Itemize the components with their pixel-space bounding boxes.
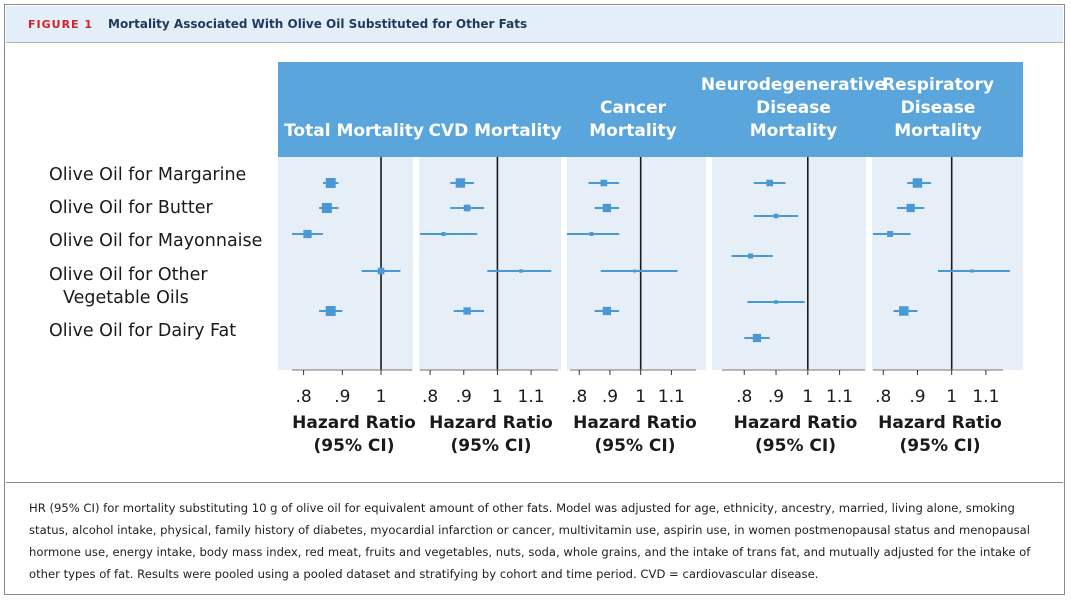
panel-title: Mortality xyxy=(894,121,981,141)
panel-title: CVD Mortality xyxy=(428,121,561,141)
x-axis-label: Hazard Ratio xyxy=(429,413,553,433)
tick-label: .8 xyxy=(875,387,891,407)
tick-label: 1.1 xyxy=(518,387,545,407)
tick-label: 1 xyxy=(635,387,646,407)
figure-number: FIGURE 1 xyxy=(28,18,94,31)
hr-point xyxy=(377,267,385,275)
hr-point xyxy=(600,179,608,187)
tick-label: 1 xyxy=(946,387,957,407)
x-axis-label: Hazard Ratio xyxy=(292,413,416,433)
panel-title: Mortality xyxy=(589,121,676,141)
tick-label: 1 xyxy=(376,387,387,407)
tick-label: .8 xyxy=(736,387,752,407)
hr-point xyxy=(774,300,778,304)
row-label: Olive Oil for Margarine xyxy=(49,165,246,185)
x-axis-label: (95% CI) xyxy=(451,436,532,456)
hr-point xyxy=(303,229,312,239)
x-axis-label: Hazard Ratio xyxy=(878,413,1002,433)
hr-point xyxy=(321,203,332,213)
panel-separator xyxy=(413,157,419,370)
hr-point xyxy=(773,213,779,219)
row-label: Olive Oil for Butter xyxy=(49,198,213,218)
panel-body-background xyxy=(278,157,1023,370)
tick-label: .9 xyxy=(768,387,784,407)
panel-title: Cancer xyxy=(600,98,667,118)
tick-label: .9 xyxy=(456,387,472,407)
caption-divider xyxy=(6,482,1063,483)
tick-label: 1 xyxy=(492,387,503,407)
x-axis-label: Hazard Ratio xyxy=(573,413,697,433)
hr-point xyxy=(899,306,909,316)
figure-title: Mortality Associated With Olive Oil Subs… xyxy=(108,17,528,31)
panel-title: Disease xyxy=(901,98,976,118)
hr-point xyxy=(463,204,471,212)
hr-point xyxy=(602,203,612,213)
hr-point xyxy=(325,306,336,316)
panel-separator xyxy=(866,157,872,370)
panel-separator xyxy=(561,157,567,370)
x-axis-label: Hazard Ratio xyxy=(734,413,858,433)
panel-title: Respiratory xyxy=(882,75,994,95)
x-axis-label: (95% CI) xyxy=(314,436,395,456)
tick-label: 1.1 xyxy=(826,387,853,407)
x-axis-label: (95% CI) xyxy=(900,436,981,456)
panel-title: Disease xyxy=(756,98,831,118)
hr-point xyxy=(589,232,594,236)
row-label: Olive Oil for Other xyxy=(49,265,208,285)
tick-label: .9 xyxy=(602,387,618,407)
hr-point xyxy=(633,269,637,273)
panel-title: Neurodegenerative xyxy=(701,75,886,95)
panel-title: Mortality xyxy=(750,121,837,141)
hr-point xyxy=(887,231,894,237)
tick-label: .9 xyxy=(909,387,925,407)
tick-label: 1.1 xyxy=(972,387,999,407)
figure-title-bar: FIGURE 1 Mortality Associated With Olive… xyxy=(6,6,1063,43)
tick-label: .8 xyxy=(571,387,587,407)
tick-label: .9 xyxy=(334,387,350,407)
tick-label: 1.1 xyxy=(658,387,685,407)
x-axis-label: (95% CI) xyxy=(755,436,836,456)
hr-point xyxy=(912,178,923,188)
hr-point xyxy=(748,253,754,259)
hr-point xyxy=(455,178,466,188)
panel-separator xyxy=(706,157,712,370)
hr-point xyxy=(906,203,915,213)
tick-label: 1 xyxy=(802,387,813,407)
panel-header-band xyxy=(278,62,1023,157)
hr-point xyxy=(970,269,974,273)
hr-point xyxy=(752,333,762,343)
row-label: Olive Oil for Mayonnaise xyxy=(49,231,262,251)
row-label: Vegetable Oils xyxy=(63,288,189,308)
row-label: Olive Oil for Dairy Fat xyxy=(49,321,236,341)
hr-point xyxy=(441,232,446,236)
hr-point xyxy=(519,269,523,273)
hr-point xyxy=(602,306,612,316)
hr-point xyxy=(463,307,471,315)
x-axis-label: (95% CI) xyxy=(595,436,676,456)
tick-label: .8 xyxy=(422,387,438,407)
figure-frame: FIGURE 1 Mortality Associated With Olive… xyxy=(4,4,1065,595)
panel-title: Total Mortality xyxy=(284,121,424,141)
hr-point xyxy=(325,178,336,188)
hr-point xyxy=(766,179,773,187)
figure-caption: HR (95% CI) for mortality substituting 1… xyxy=(29,501,1031,581)
tick-label: .8 xyxy=(295,387,311,407)
